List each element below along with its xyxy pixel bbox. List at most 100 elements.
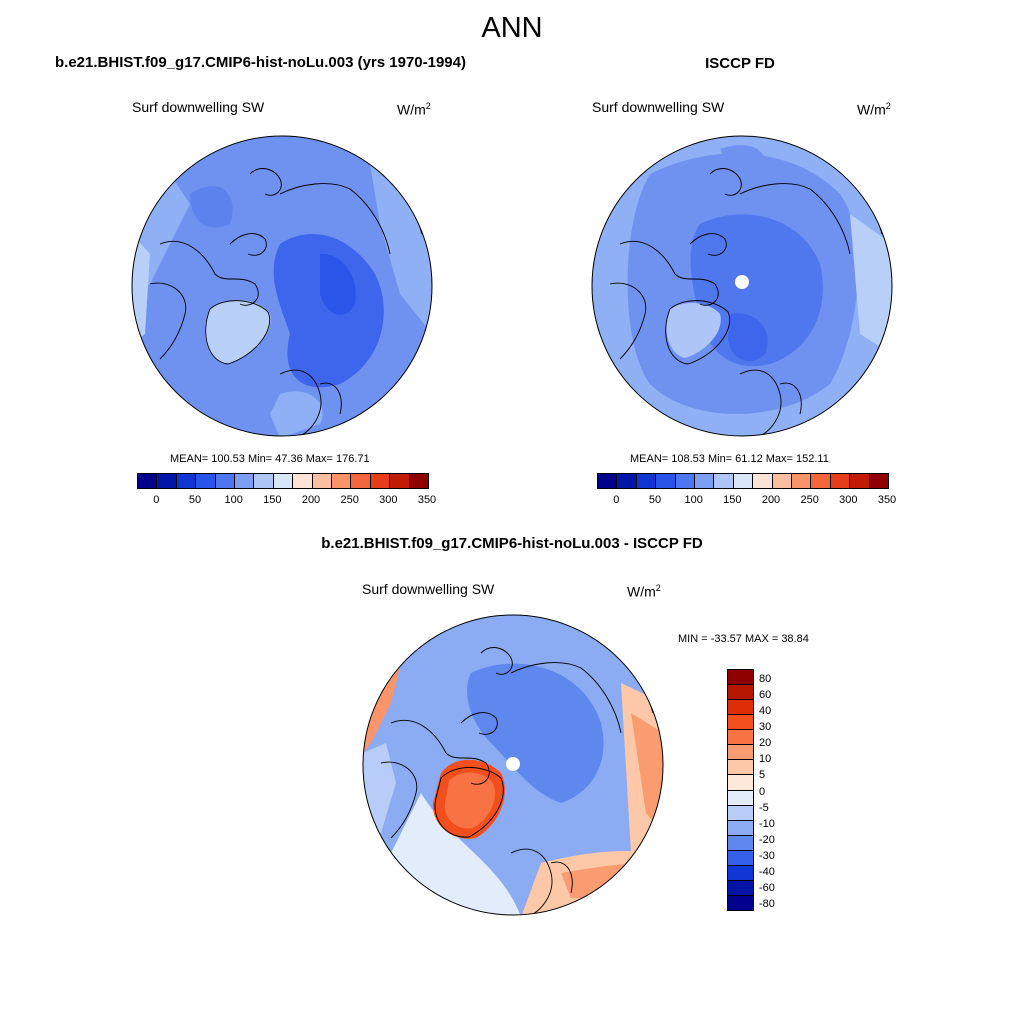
diff-units-label: W/m2 <box>627 583 661 600</box>
colorbar-swatch <box>138 474 158 488</box>
model-field-region <box>132 234 150 344</box>
colorbar-swatch <box>196 474 216 488</box>
colorbar-tick-label: 0 <box>759 785 766 798</box>
colorbar-swatch <box>850 474 870 488</box>
obs-field-region <box>666 302 721 358</box>
colorbar-swatch <box>215 474 236 488</box>
colorbar-tick-label: -40 <box>759 865 775 878</box>
colorbar-tick-label: 10 <box>759 753 772 766</box>
colorbar-swatch <box>728 700 753 716</box>
colorbar-swatch <box>235 474 255 488</box>
colorbar-tick-label: 50 <box>648 494 662 506</box>
colorbar-swatch <box>733 474 754 488</box>
obs-panel-title: ISCCP FD <box>705 55 775 72</box>
colorbar-tick-label: 350 <box>417 494 437 506</box>
colorbar-swatch <box>176 474 197 488</box>
colorbar-tick-label: -10 <box>759 817 775 830</box>
obs-missing-pole <box>735 275 749 289</box>
diff-field-region <box>467 663 604 803</box>
colorbar-swatch <box>728 895 753 910</box>
diff-stats-text: MIN = -33.57 MAX = 38.84 <box>678 633 809 645</box>
colorbar-swatch <box>312 474 333 488</box>
colorbar-tick-label: 150 <box>723 494 742 506</box>
diff-colorbar-ticks: 80 60 40 30 20 10 5 0 -5 -10 -20 -30 -40 -60 -80 <box>759 673 799 910</box>
model-stats-text: MEAN= 100.53 Min= 47.36 Max= 176.71 <box>170 453 370 465</box>
diff-panel-title: b.e21.BHIST.f09_g17.CMIP6-hist-noLu.003 … <box>321 535 703 552</box>
colorbar-swatch <box>617 474 637 488</box>
colorbar-swatch <box>728 865 753 881</box>
model-variable-label: Surf downwelling SW <box>132 99 265 115</box>
colorbar-tick-label: 200 <box>761 494 781 506</box>
colorbar-tick-label: 250 <box>800 494 819 506</box>
colorbar-tick-label: 100 <box>684 494 703 506</box>
colorbar-tick-label: 350 <box>877 494 897 506</box>
colorbar-swatch <box>695 474 715 488</box>
colorbar-tick-label: 100 <box>224 494 243 506</box>
obs-stats-text: MEAN= 108.53 Min= 61.12 Max= 152.11 <box>630 453 829 465</box>
colorbar-tick-label: 0 <box>153 494 160 506</box>
colorbar-swatch <box>830 474 851 488</box>
colorbar-swatch <box>728 670 753 686</box>
model-colorbar <box>137 473 429 489</box>
colorbar-swatch <box>351 474 371 488</box>
model-units-label: W/m2 <box>397 101 431 118</box>
colorbar-swatch <box>869 474 889 488</box>
model-field-region <box>205 299 271 364</box>
obs-field-region <box>850 214 892 354</box>
diff-map-border <box>362 614 664 916</box>
colorbar-swatch <box>728 790 753 806</box>
model-panel-title: b.e21.BHIST.f09_g17.CMIP6-hist-noLu.003 … <box>55 54 466 71</box>
colorbar-swatch <box>409 474 429 488</box>
colorbar-swatch <box>728 835 753 851</box>
model-field-region <box>273 234 384 388</box>
colorbar-swatch <box>728 880 753 896</box>
colorbar-swatch <box>728 775 753 791</box>
colorbar-swatch <box>728 745 753 761</box>
obs-colorbar-ticks: 0 50 100 150 200 250 300 350 <box>597 494 896 508</box>
obs-variable-label: Surf downwelling SW <box>592 99 725 115</box>
colorbar-swatch <box>728 820 753 836</box>
colorbar-tick-label: 40 <box>759 705 772 718</box>
model-field-region <box>320 253 356 315</box>
colorbar-swatch <box>772 474 793 488</box>
colorbar-swatch <box>753 474 773 488</box>
colorbar-tick-label: 60 <box>759 689 772 702</box>
colorbar-tick-label: 300 <box>379 494 398 506</box>
diff-variable-label: Surf downwelling SW <box>362 581 495 597</box>
colorbar-swatch <box>273 474 294 488</box>
colorbar-tick-label: 20 <box>759 737 772 750</box>
diff-colorbar <box>727 669 754 911</box>
figure-title: ANN <box>481 12 543 44</box>
colorbar-swatch <box>728 715 753 731</box>
colorbar-swatch <box>598 474 618 488</box>
colorbar-swatch <box>157 474 177 488</box>
model-colorbar-ticks: 0 50 100 150 200 250 300 350 <box>137 494 436 508</box>
colorbar-tick-label: 50 <box>188 494 202 506</box>
colorbar-swatch <box>636 474 657 488</box>
colorbar-tick-label: -60 <box>759 881 775 894</box>
colorbar-swatch <box>728 805 753 821</box>
colorbar-swatch <box>792 474 812 488</box>
colorbar-swatch <box>728 850 753 866</box>
model-map-border <box>131 135 433 437</box>
obs-field-region <box>728 313 768 362</box>
obs-field-region <box>720 145 765 170</box>
colorbar-swatch <box>332 474 352 488</box>
diff-missing-pole <box>506 757 520 771</box>
colorbar-swatch <box>656 474 676 488</box>
colorbar-tick-label: -30 <box>759 849 775 862</box>
obs-colorbar <box>597 473 889 489</box>
colorbar-swatch <box>728 685 753 701</box>
model-field-region <box>190 185 233 228</box>
colorbar-swatch <box>293 474 313 488</box>
colorbar-swatch <box>714 474 734 488</box>
colorbar-swatch <box>370 474 391 488</box>
colorbar-swatch <box>675 474 696 488</box>
colorbar-tick-label: 5 <box>759 769 766 782</box>
colorbar-tick-label: 200 <box>301 494 321 506</box>
diff-polar-map <box>362 614 664 916</box>
model-field-region <box>270 391 323 436</box>
diff-field-region <box>631 713 663 833</box>
colorbar-tick-label: 150 <box>263 494 282 506</box>
colorbar-swatch <box>728 730 753 746</box>
